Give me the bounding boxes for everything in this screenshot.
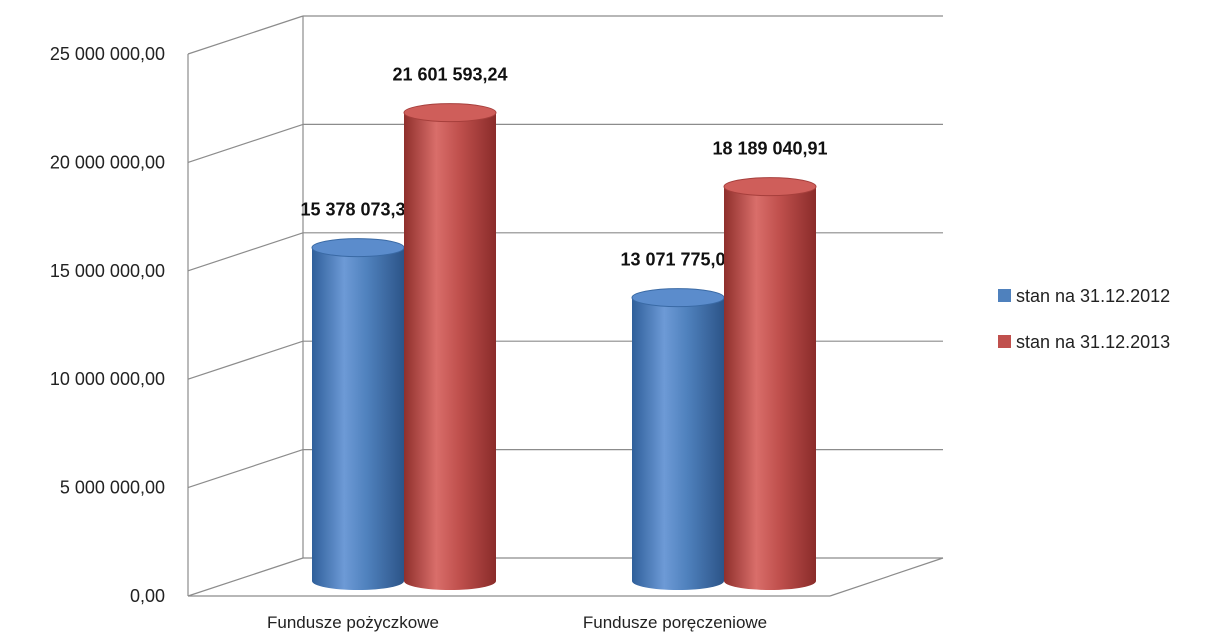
bar-top bbox=[723, 177, 817, 197]
y-tick-label: 10 000 000,00 bbox=[50, 369, 165, 389]
bar-body bbox=[724, 186, 816, 590]
y-tick-label: 5 000 000,00 bbox=[60, 478, 165, 498]
bar-top bbox=[403, 103, 497, 123]
plot-area bbox=[187, 15, 944, 597]
legend-label: stan na 31.12.2012 bbox=[1016, 286, 1170, 306]
legend-swatch bbox=[998, 289, 1011, 302]
bar bbox=[631, 288, 725, 590]
legend-label: stan na 31.12.2013 bbox=[1016, 332, 1170, 352]
y-tick-label: 15 000 000,00 bbox=[50, 261, 165, 281]
x-tick-label: Fundusze pożyczkowe bbox=[267, 613, 439, 632]
side-gridline bbox=[187, 449, 304, 489]
floor-side-edge bbox=[829, 557, 944, 597]
side-gridline bbox=[187, 15, 304, 55]
bar-top bbox=[311, 238, 405, 258]
y-axis: 0,00 5 000 000,00 10 000 000,00 15 000 000,… bbox=[50, 44, 165, 606]
side-gridline bbox=[187, 340, 304, 380]
legend-item: stan na 31.12.2012 bbox=[998, 286, 1170, 306]
y-tick-label: 20 000 000,00 bbox=[50, 152, 165, 172]
data-label: 15 378 073,32 bbox=[300, 200, 415, 220]
side-gridline bbox=[187, 557, 304, 597]
side-gridline bbox=[187, 123, 304, 163]
bar-body bbox=[312, 247, 404, 590]
bars: 15 378 073,32 21 601 593,24 13 071 775,02 1… bbox=[300, 65, 828, 590]
legend-item: stan na 31.12.2013 bbox=[998, 332, 1170, 352]
bar-top bbox=[631, 288, 725, 308]
legend-swatch bbox=[998, 335, 1011, 348]
side-gridline bbox=[187, 232, 304, 272]
bar bbox=[403, 103, 497, 590]
x-axis: Fundusze pożyczkowe Fundusze poręczeniowe bbox=[267, 613, 767, 632]
data-label: 18 189 040,91 bbox=[712, 139, 827, 159]
x-tick-label: Fundusze poręczeniowe bbox=[583, 613, 767, 632]
bar bbox=[723, 177, 817, 590]
bar-body bbox=[404, 112, 496, 590]
bar bbox=[311, 238, 405, 590]
y-tick-label: 25 000 000,00 bbox=[50, 44, 165, 64]
bar-body bbox=[632, 297, 724, 590]
data-label: 13 071 775,02 bbox=[620, 250, 735, 270]
data-label: 21 601 593,24 bbox=[392, 65, 507, 85]
y-tick-label: 0,00 bbox=[130, 586, 165, 606]
legend: stan na 31.12.2012 stan na 31.12.2013 bbox=[998, 286, 1170, 352]
